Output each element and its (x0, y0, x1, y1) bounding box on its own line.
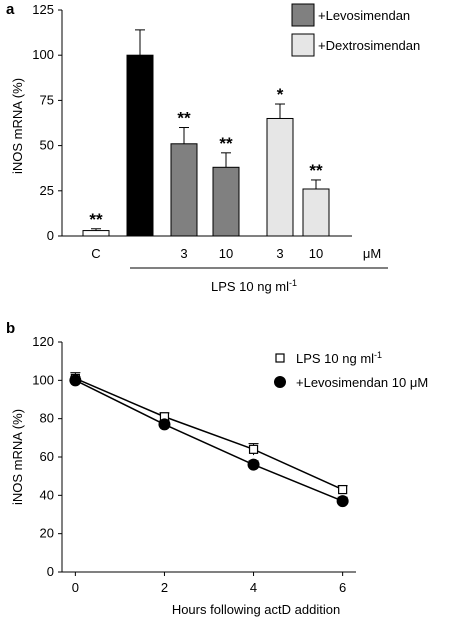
panel-b-x-tick-label: 4 (250, 580, 257, 595)
panel-b-point-square (248, 444, 259, 454)
panel-a-bar (212, 166, 240, 237)
panel-b-y-axis-label: iNOS mRNA (%) (10, 409, 25, 505)
panel-b-x-tick-label: 6 (339, 580, 346, 595)
panel-b-point-circle (247, 458, 260, 471)
panel-b-point-circle (69, 374, 82, 387)
panel-b-x-tick-label: 2 (161, 580, 168, 595)
panel-a-y-tick-label: 0 (47, 228, 54, 243)
panel-b-y-tick-label: 100 (32, 372, 54, 387)
panel-a-legend-swatch (291, 3, 315, 27)
panel-a-significance-label: ** (89, 210, 103, 229)
panel-a-x-tick-label: 10 (219, 246, 233, 261)
panel-a-legend-swatch (291, 33, 315, 57)
panel-a-y-tick-label: 50 (40, 138, 54, 153)
panel-a-y-tick-label: 125 (32, 2, 54, 17)
panel-b-series-line (75, 377, 343, 491)
panel-a-unit-label: μM (363, 246, 381, 261)
panel-a-y-tick-label: 100 (32, 47, 54, 62)
panel-b-legend-marker (275, 353, 285, 363)
panel-b-y-tick-label: 120 (32, 334, 54, 349)
panel-a-x-tick-label: 3 (180, 246, 187, 261)
panel-a-group-label: LPS 10 ng ml-1 (211, 278, 297, 294)
panel-b-legend-label: +Levosimendan 10 μM (296, 375, 428, 390)
panel-a-significance-label: * (277, 85, 284, 104)
panel-b-y-tick-label: 20 (40, 526, 54, 541)
panel-a-legend-label: +Levosimendan (318, 8, 410, 23)
panel-b-point-circle (336, 495, 349, 508)
panel-a-bar (126, 54, 154, 237)
panel-a-significance-label: ** (219, 134, 233, 153)
panel-b-y-tick-label: 40 (40, 487, 54, 502)
panel-a-legend-label: +Dextrosimendan (318, 38, 420, 53)
panel-a-bar (266, 117, 294, 237)
panel-b-series-line (75, 379, 343, 502)
panel-a-y-tick-label: 75 (40, 92, 54, 107)
panel-a-bar (302, 188, 330, 237)
panel-b-x-tick-label: 0 (72, 580, 79, 595)
panel-b-point-square (338, 484, 348, 495)
panel-a-bar (82, 230, 110, 237)
panel-a-x-tick-label: 3 (276, 246, 283, 261)
panel-a-letter: a (6, 1, 15, 18)
panel-a-significance-label: ** (309, 161, 323, 180)
panel-a-chart: a iNOS mRNA (%) 0 25 50 75 100 125 ** C ** 3 ** 10… (6, 1, 420, 294)
panel-a-bar (170, 143, 198, 237)
panel-a-y-axis-label: iNOS mRNA (%) (10, 78, 25, 174)
panel-a-x-tick-label: 10 (309, 246, 323, 261)
panel-b-letter: b (6, 320, 15, 337)
panel-b-legend-label: LPS 10 ng ml-1 (296, 350, 382, 366)
panel-b-x-axis-label: Hours following actD addition (172, 602, 340, 617)
panel-b-y-tick-label: 60 (40, 449, 54, 464)
panel-b-y-tick-label: 80 (40, 411, 54, 426)
panel-b-chart: b iNOS mRNA (%) Hours following actD add… (6, 320, 428, 617)
panel-b-legend-marker (274, 376, 286, 388)
panel-a-y-tick-label: 25 (40, 183, 54, 198)
panel-b-point-circle (158, 418, 171, 431)
panel-a-significance-label: ** (177, 109, 191, 128)
panel-b-y-tick-label: 0 (47, 564, 54, 579)
panel-a-x-tick-label: C (91, 246, 100, 261)
